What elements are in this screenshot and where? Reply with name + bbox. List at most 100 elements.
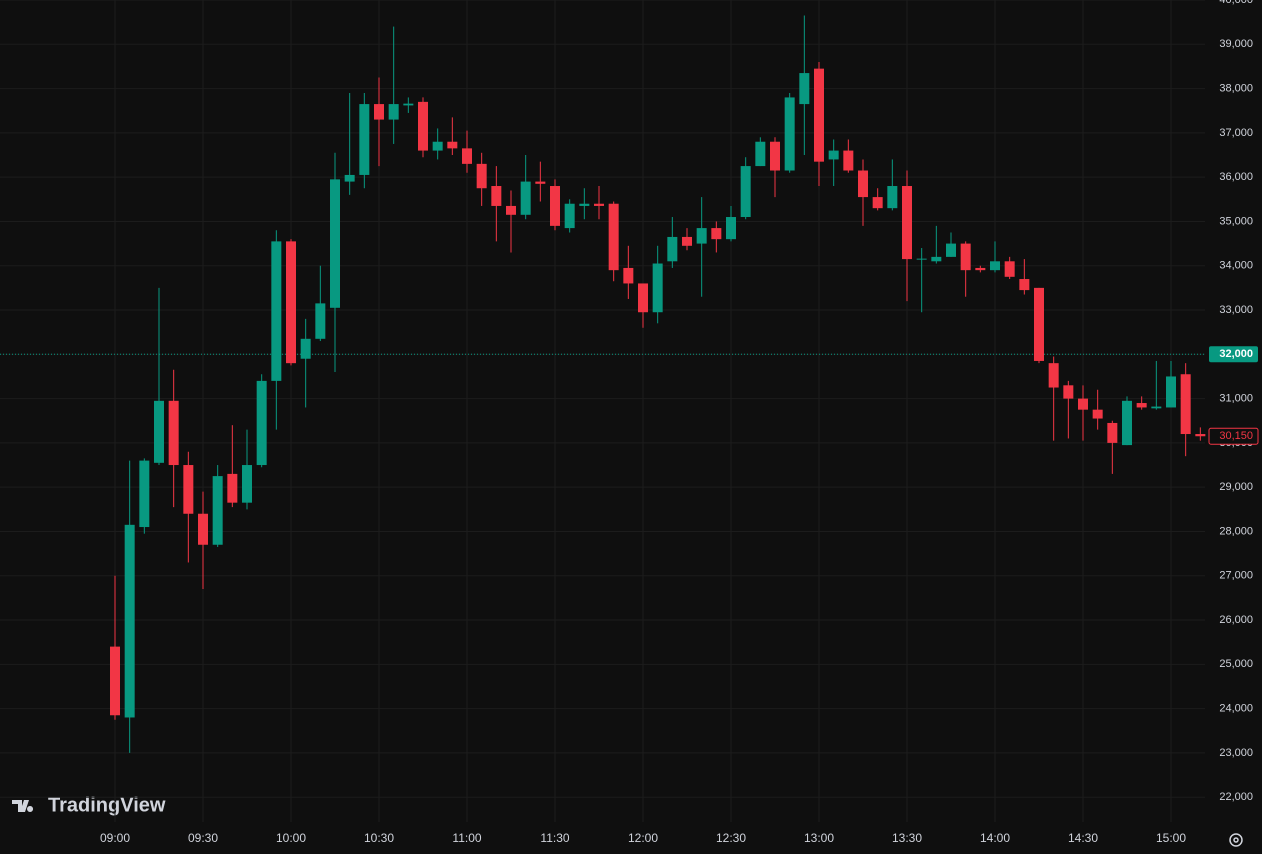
x-tick-label: 09:00: [100, 831, 130, 845]
candle-body: [1019, 279, 1030, 291]
candle-body: [550, 186, 560, 226]
y-tick-label: 28,000: [1219, 525, 1253, 537]
candle-body: [447, 141, 458, 149]
candle-body: [1180, 374, 1191, 435]
candle-body: [638, 283, 648, 313]
candle-body: [960, 243, 971, 271]
candle-body: [1195, 434, 1206, 437]
candle-body: [696, 228, 707, 244]
logo: TradingView: [12, 794, 166, 816]
candle-body: [227, 473, 238, 503]
candle-body: [198, 513, 208, 545]
candle-body: [1122, 400, 1132, 446]
candle-body: [212, 476, 223, 545]
candle-body: [388, 104, 399, 120]
last-price-box: [1208, 427, 1259, 445]
y-tick-label: 40,000: [1219, 0, 1253, 6]
candle-body: [828, 150, 839, 160]
candle-body: [814, 68, 824, 162]
candle-body: [1063, 385, 1074, 399]
candle-body: [520, 181, 531, 215]
candle-body: [506, 205, 516, 215]
candle-body: [1151, 406, 1162, 409]
x-tick-label: 10:30: [364, 831, 394, 845]
candle-body: [902, 186, 912, 260]
candle-body: [872, 197, 883, 209]
candle-body: [1034, 287, 1044, 361]
y-tick-label: 29,000: [1219, 481, 1253, 493]
candle-body: [403, 103, 414, 106]
y-tick-label: 24,000: [1219, 703, 1253, 715]
candle-body: [535, 181, 546, 184]
x-tick-label: 10:00: [276, 831, 306, 845]
y-tick-label: 26,000: [1219, 614, 1253, 626]
candle-body: [1004, 261, 1015, 277]
settings-icon[interactable]: [1229, 833, 1243, 847]
candle-body: [330, 179, 340, 308]
candle-body: [843, 150, 854, 171]
x-tick-label: 15:00: [1156, 831, 1186, 845]
y-tick-label: 25,000: [1219, 658, 1253, 670]
x-tick-label: 14:30: [1068, 831, 1098, 845]
candle-body: [784, 97, 795, 171]
y-tick-label: 35,000: [1219, 215, 1253, 227]
candle-body: [594, 203, 604, 206]
x-tick-label: 12:30: [716, 831, 746, 845]
candle-body: [168, 400, 179, 466]
y-tick-label: 38,000: [1219, 82, 1253, 94]
y-tick-label: 39,000: [1219, 38, 1253, 50]
y-tick-label: 34,000: [1219, 260, 1253, 272]
candle-body: [887, 186, 898, 209]
candle-body: [139, 460, 150, 528]
y-tick-label: 27,000: [1219, 570, 1253, 582]
candle-body: [1136, 403, 1147, 408]
candle-body: [418, 101, 428, 151]
candle-body: [740, 166, 751, 218]
candle-body: [858, 170, 868, 198]
price-label: 32,000: [1219, 348, 1253, 360]
candle-body: [726, 217, 736, 240]
candle-body: [1092, 409, 1103, 419]
x-tick-label: 11:30: [540, 831, 569, 845]
y-tick-label: 36,000: [1219, 171, 1253, 183]
candle-body: [1107, 422, 1118, 443]
candle-body: [667, 236, 678, 262]
candle-body: [300, 338, 311, 359]
watermark: TradingView: [48, 794, 166, 816]
candle-body: [271, 241, 282, 381]
candle-body: [1166, 376, 1176, 408]
candle-body: [344, 174, 355, 182]
x-tick-label: 12:00: [628, 831, 658, 845]
candle-body: [242, 465, 252, 503]
x-tick-label: 13:00: [804, 831, 834, 845]
x-tick-label: 11:00: [452, 831, 481, 845]
y-tick-label: 37,000: [1219, 127, 1253, 139]
candle-body: [1078, 398, 1088, 410]
logo-icon: [12, 800, 34, 812]
candle-body: [755, 141, 766, 167]
x-tick-label: 13:30: [892, 831, 922, 845]
candle-body: [183, 465, 194, 514]
x-tick-label: 09:30: [188, 831, 218, 845]
candle-body: [711, 228, 722, 240]
candle-body: [652, 263, 663, 313]
candle-body: [1048, 363, 1059, 388]
candle-body: [374, 104, 384, 120]
candle-body: [315, 303, 326, 339]
x-tick-label: 14:00: [980, 831, 1010, 845]
candle-body: [124, 524, 135, 718]
candle-body: [462, 148, 472, 164]
y-tick-label: 23,000: [1219, 747, 1253, 759]
candle-body: [256, 380, 267, 466]
price-label-box: [1209, 346, 1258, 363]
candle-body: [975, 267, 986, 271]
candle-body: [491, 186, 502, 206]
candle-body: [154, 400, 164, 463]
candle-body: [432, 141, 443, 151]
candle-body: [946, 243, 956, 257]
candle-body: [770, 141, 780, 171]
candle-body: [990, 261, 1000, 271]
